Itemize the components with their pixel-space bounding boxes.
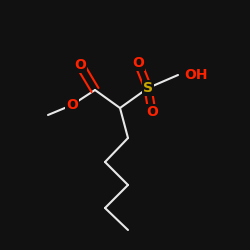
Text: O: O bbox=[132, 56, 144, 70]
Text: OH: OH bbox=[184, 68, 208, 82]
Text: S: S bbox=[143, 81, 153, 95]
Text: O: O bbox=[74, 58, 86, 72]
Text: O: O bbox=[66, 98, 78, 112]
Text: O: O bbox=[146, 105, 158, 119]
